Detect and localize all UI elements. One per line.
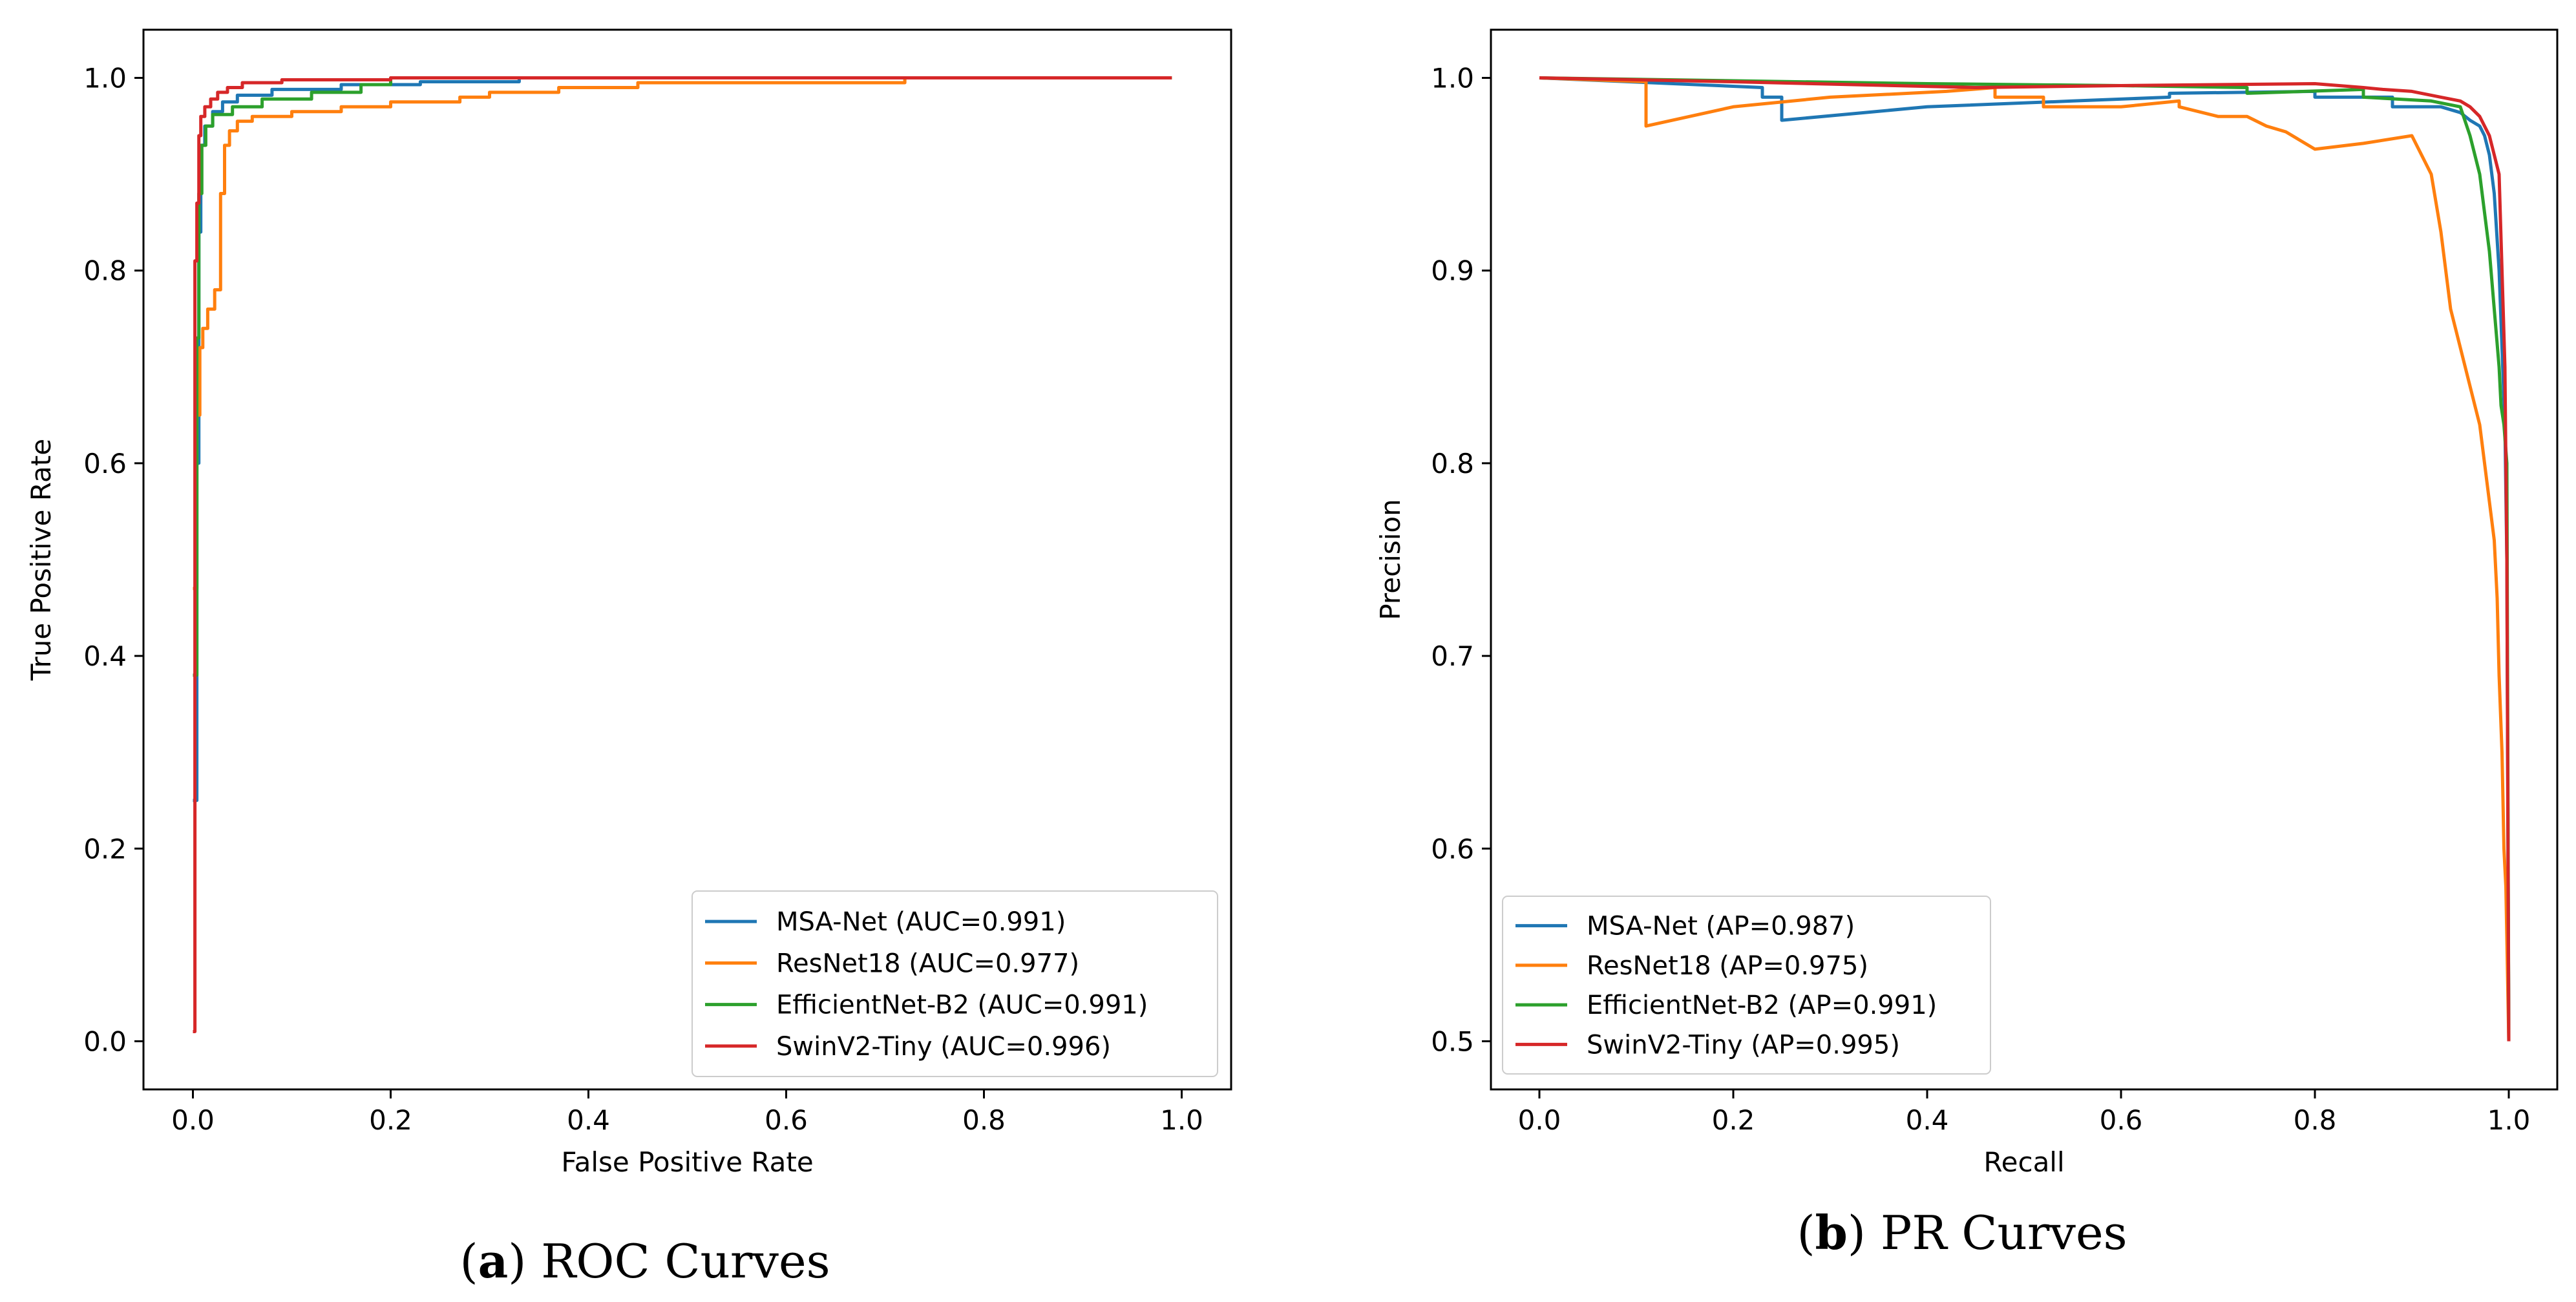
roc-legend: MSA-Net (AUC=0.991) ResNet18 (AUC=0.977) E… bbox=[692, 890, 1218, 1077]
roc-caption-text: ROC Curves bbox=[541, 1234, 830, 1288]
roc-caption: (a) ROC Curves bbox=[459, 1234, 830, 1288]
roc-series-line-efficientnet-b2 bbox=[193, 76, 1172, 677]
roc-y-tick-label: 0.8 bbox=[83, 255, 127, 287]
pr-y-tick-label: 0.7 bbox=[1431, 640, 1474, 672]
pr-y-tick-label: 1.0 bbox=[1431, 63, 1474, 94]
roc-x-tick-label: 0.4 bbox=[567, 1104, 610, 1136]
roc-x-tick-label: 0.6 bbox=[765, 1104, 808, 1136]
roc-plot-frame bbox=[142, 28, 1232, 1091]
pr-series-line-efficientnet-b2 bbox=[1539, 76, 2511, 1042]
pr-legend: MSA-Net (AP=0.987) ResNet18 (AP=0.975) Eff… bbox=[1502, 896, 1991, 1075]
roc-series-line-resnet18 bbox=[193, 76, 1172, 591]
roc-legend-label: ResNet18 (AUC=0.977) bbox=[776, 949, 1079, 978]
pr-legend-label: ResNet18 (AP=0.975) bbox=[1587, 951, 1868, 981]
pr-caption-letter: b bbox=[1815, 1205, 1848, 1260]
roc-x-tick-label: 0.2 bbox=[369, 1104, 412, 1136]
panel-roc: 0.0 0.2 0.4 0.6 0.8 1.0 0.0 0.2 0.4 0.6 0.8 1.0 Fal… bbox=[25, 28, 1232, 1288]
pr-y-tick-label: 0.9 bbox=[1431, 255, 1474, 287]
pr-series-line-swinv2-tiny bbox=[1539, 76, 2511, 1042]
pr-y-tick-label: 0.6 bbox=[1431, 833, 1474, 865]
roc-legend-box bbox=[692, 890, 1218, 1077]
panel-pr: 0.0 0.2 0.4 0.6 0.8 1.0 0.5 0.6 0.7 0.8 0.9 1.0 Rec… bbox=[1375, 28, 2559, 1260]
roc-curves bbox=[193, 76, 1172, 1033]
pr-y-tick-label: 0.5 bbox=[1431, 1025, 1474, 1057]
pr-x-tick-label: 1.0 bbox=[2487, 1104, 2531, 1136]
roc-y-tick-label: 0.4 bbox=[83, 640, 127, 672]
roc-caption-letter: a bbox=[478, 1234, 509, 1288]
pr-legend-box bbox=[1502, 896, 1991, 1075]
pr-plot-frame bbox=[1490, 28, 2559, 1091]
roc-legend-label: MSA-Net (AUC=0.991) bbox=[776, 907, 1066, 937]
roc-x-tick-label: 0.8 bbox=[962, 1104, 1006, 1136]
roc-series-line-swinv2-tiny bbox=[193, 76, 1172, 1033]
pr-y-axis-label: Precision bbox=[1375, 499, 1406, 620]
roc-x-axis-label: False Positive Rate bbox=[561, 1146, 813, 1178]
pr-x-tick-label: 0.4 bbox=[1906, 1104, 1949, 1136]
roc-series-line-msa-net bbox=[193, 76, 1172, 803]
roc-y-tick-label: 0.2 bbox=[83, 833, 127, 865]
roc-legend-label: SwinV2-Tiny (AUC=0.996) bbox=[776, 1032, 1111, 1062]
pr-caption: (b) PR Curves bbox=[1797, 1205, 2127, 1260]
pr-y-tick-label: 0.8 bbox=[1431, 448, 1474, 479]
roc-y-tick-label: 1.0 bbox=[83, 63, 127, 94]
roc-x-tick-label: 0.0 bbox=[171, 1104, 215, 1136]
roc-x-tick-label: 1.0 bbox=[1160, 1104, 1203, 1136]
pr-x-axis-label: Recall bbox=[1983, 1146, 2064, 1178]
roc-y-tick-label: 0.0 bbox=[83, 1025, 127, 1057]
pr-legend-label: MSA-Net (AP=0.987) bbox=[1587, 912, 1855, 941]
pr-caption-text: PR Curves bbox=[1881, 1206, 2127, 1260]
pr-ticks: 0.0 0.2 0.4 0.6 0.8 1.0 0.5 0.6 0.7 0.8 0.9 1.0 bbox=[1431, 63, 2530, 1136]
pr-x-tick-label: 0.8 bbox=[2294, 1104, 2337, 1136]
roc-legend-label: EfficientNet-B2 (AUC=0.991) bbox=[776, 991, 1148, 1020]
roc-y-tick-label: 0.6 bbox=[83, 448, 127, 479]
roc-ticks: 0.0 0.2 0.4 0.6 0.8 1.0 0.0 0.2 0.4 0.6 0.8 1.0 bbox=[83, 63, 1203, 1136]
pr-curves bbox=[1539, 76, 2511, 1042]
pr-x-tick-label: 0.0 bbox=[1518, 1104, 1561, 1136]
pr-series-line-msa-net bbox=[1539, 76, 2511, 1042]
pr-x-tick-label: 0.6 bbox=[2100, 1104, 2143, 1136]
pr-legend-label: SwinV2-Tiny (AP=0.995) bbox=[1587, 1030, 1900, 1060]
pr-x-tick-label: 0.2 bbox=[1712, 1104, 1755, 1136]
roc-y-axis-label: True Positive Rate bbox=[25, 439, 57, 681]
pr-legend-label: EfficientNet-B2 (AP=0.991) bbox=[1587, 991, 1937, 1020]
